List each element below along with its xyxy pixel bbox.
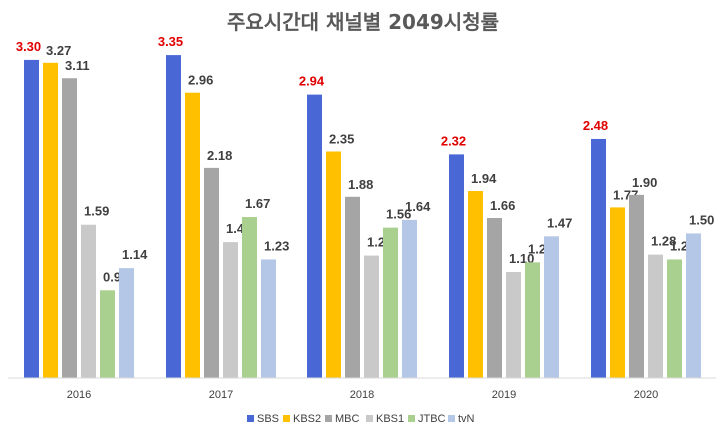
bar-mbc-2019	[487, 217, 502, 378]
legend-swatch-jtbc	[408, 415, 415, 422]
x-tick-label-2017: 2017	[209, 389, 233, 401]
legend-swatch-kbs1	[366, 415, 373, 422]
legend-label-jtbc: JTBC	[418, 413, 446, 425]
legend-label-mbc: MBC	[335, 413, 360, 425]
bar-sbs-2020	[591, 138, 606, 378]
bar-tvn-2016	[119, 268, 134, 378]
bar-sbs-2018	[307, 94, 322, 378]
data-label-tvn-2019: 1.47	[547, 215, 572, 230]
bar-kbs2-2019	[468, 191, 483, 378]
data-label-kbs1-2016: 1.59	[84, 204, 109, 219]
bar-mbc-2018	[345, 196, 360, 378]
bar-mbc-2016	[62, 78, 77, 378]
bar-kbs1-2017	[223, 242, 238, 378]
data-label-mbc-2020: 1.90	[632, 175, 657, 190]
legend-swatch-sbs	[247, 415, 254, 422]
bar-mbc-2017	[204, 167, 219, 378]
data-label-kbs2-2018: 2.35	[329, 131, 354, 146]
data-label-sbs-2018: 2.94	[299, 74, 325, 89]
data-label-jtbc-2017: 1.67	[245, 196, 270, 211]
data-label-mbc-2019: 1.66	[490, 198, 515, 213]
bar-jtbc-2020	[667, 259, 682, 378]
data-label-sbs-2020: 2.48	[583, 118, 608, 133]
legend-label-sbs: SBS	[257, 413, 279, 425]
x-axis-ticks: 2016 2017 2018 2019 2020	[67, 389, 658, 401]
data-label-kbs1-2020: 1.28	[651, 234, 676, 249]
data-label-kbs2-2016: 3.27	[46, 43, 71, 58]
bar-jtbc-2016	[100, 290, 115, 378]
bar-kbs1-2018	[364, 255, 379, 378]
bar-jtbc-2019	[525, 262, 540, 378]
bar-plot-area: 3.30 3.273.111.590.911.143.352.962.181.41…	[16, 34, 714, 379]
data-label-tvn-2020: 1.50	[689, 212, 714, 227]
data-label-kbs1-2019: 1.10	[509, 251, 534, 266]
bar-kbs1-2016	[81, 224, 96, 378]
bar-tvn-2018	[402, 219, 417, 378]
legend-label-kbs1: KBS1	[376, 413, 404, 425]
x-tick-label-2016: 2016	[67, 389, 91, 401]
legend: SBS KBS2 MBC KBS1 JTBC tvN	[247, 413, 475, 425]
bar-tvn-2019	[544, 236, 559, 378]
data-label-tvn-2017: 1.23	[264, 238, 289, 253]
legend-swatch-kbs2	[283, 415, 290, 422]
legend-label-tvn: tvN	[458, 413, 475, 425]
bar-jtbc-2018	[383, 227, 398, 378]
chart-title: 주요시간대 채널별 2049시청률	[227, 10, 499, 34]
data-label-kbs2-2017: 2.96	[188, 73, 213, 88]
bar-tvn-2017	[261, 259, 276, 378]
legend-swatch-tvn	[448, 415, 455, 422]
bar-jtbc-2017	[242, 217, 257, 378]
data-label-mbc-2016: 3.11	[65, 58, 90, 73]
bar-sbs-2016	[24, 59, 39, 379]
data-label-sbs-2016: 3.30	[16, 39, 41, 54]
legend-swatch-mbc	[325, 415, 332, 422]
bar-kbs2-2018	[326, 151, 341, 378]
data-label-jtbc-2018: 1.56	[386, 207, 411, 222]
data-label-mbc-2018: 1.88	[348, 177, 373, 192]
x-tick-label-2018: 2018	[350, 389, 374, 401]
bar-kbs1-2020	[648, 254, 663, 378]
data-label-tvn-2018: 1.64	[405, 199, 431, 214]
bar-kbs2-2016	[43, 62, 58, 378]
bar-tvn-2020	[686, 233, 701, 378]
bar-kbs1-2019	[506, 271, 521, 378]
bar-sbs-2017	[166, 55, 181, 378]
data-label-sbs-2019: 2.32	[441, 133, 466, 148]
x-tick-label-2020: 2020	[634, 389, 658, 401]
bar-kbs2-2020	[610, 207, 625, 378]
legend-label-kbs2: KBS2	[293, 413, 321, 425]
x-tick-label-2019: 2019	[492, 389, 516, 401]
bar-mbc-2020	[629, 194, 644, 378]
data-label-kbs2-2019: 1.94	[471, 171, 497, 186]
data-label-tvn-2016: 1.14	[122, 247, 148, 262]
data-label-mbc-2017: 2.18	[207, 148, 232, 163]
bar-sbs-2019	[449, 154, 464, 378]
data-label-sbs-2017: 3.35	[158, 34, 183, 49]
bar-kbs2-2017	[185, 92, 200, 378]
